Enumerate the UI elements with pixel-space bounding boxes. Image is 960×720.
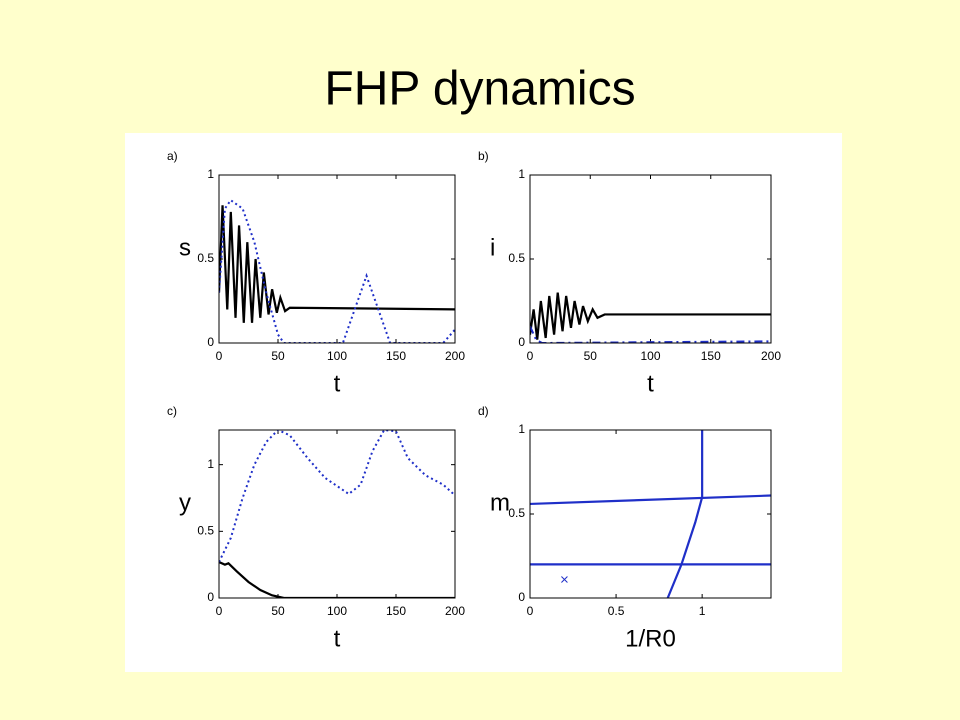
x-tick-label: 0	[527, 604, 534, 618]
y-tick-label: 0.5	[508, 251, 525, 265]
data-line	[666, 496, 704, 598]
y-tick-label: 0.5	[197, 524, 214, 538]
x-tick-label: 200	[445, 349, 465, 363]
x-tick-label: 100	[327, 349, 347, 363]
x-axis-label: t	[334, 370, 341, 397]
x-tick-label: 0.5	[608, 604, 625, 618]
y-axis-label: s	[179, 234, 191, 261]
x-tick-label: 50	[584, 349, 598, 363]
panel-label: c)	[167, 404, 177, 418]
y-tick-label: 0	[518, 335, 525, 349]
x-tick-label: 0	[216, 604, 223, 618]
x-tick-label: 200	[761, 349, 781, 363]
data-line	[530, 325, 771, 343]
y-tick-label: 0	[207, 335, 214, 349]
plot-frame	[529, 429, 772, 599]
x-tick-label: 1	[699, 604, 706, 618]
y-tick-label: 1	[518, 422, 525, 436]
plot-frame	[529, 174, 772, 344]
y-axis-label: y	[179, 489, 191, 516]
x-tick-label: 0	[527, 349, 534, 363]
x-tick-label: 150	[386, 349, 406, 363]
y-tick-label: 0.5	[197, 251, 214, 265]
y-tick-label: 1	[207, 167, 214, 181]
data-line	[219, 560, 455, 598]
y-axis-label: i	[490, 234, 495, 261]
x-tick-label: 50	[271, 604, 285, 618]
y-tick-label: 1	[518, 167, 525, 181]
plot-frame	[218, 429, 456, 599]
y-axis-label: m	[490, 489, 510, 516]
x-axis-label: t	[334, 625, 341, 652]
panel-label: d)	[478, 404, 489, 418]
y-tick-label: 0	[518, 590, 525, 604]
data-line	[219, 205, 455, 323]
x-tick-label: 100	[327, 604, 347, 618]
x-axis-label: 1/R0	[625, 625, 676, 652]
x-tick-label: 50	[271, 349, 285, 363]
y-tick-label: 0.5	[508, 506, 525, 520]
x-tick-label: 200	[445, 604, 465, 618]
x-tick-label: 150	[701, 349, 721, 363]
x-tick-label: 0	[216, 349, 223, 363]
y-tick-label: 0	[207, 590, 214, 604]
x-tick-label: 150	[386, 604, 406, 618]
plot-frame	[218, 174, 456, 344]
panel-label: b)	[478, 149, 489, 163]
x-tick-label: 100	[640, 349, 660, 363]
data-line	[530, 292, 771, 340]
marker	[561, 576, 568, 583]
panel-label: a)	[167, 149, 178, 163]
x-axis-label: t	[647, 370, 654, 397]
slide-title: FHP dynamics	[324, 63, 635, 116]
data-line	[530, 494, 771, 506]
y-tick-label: 1	[207, 457, 214, 471]
figure-panel	[125, 133, 842, 672]
